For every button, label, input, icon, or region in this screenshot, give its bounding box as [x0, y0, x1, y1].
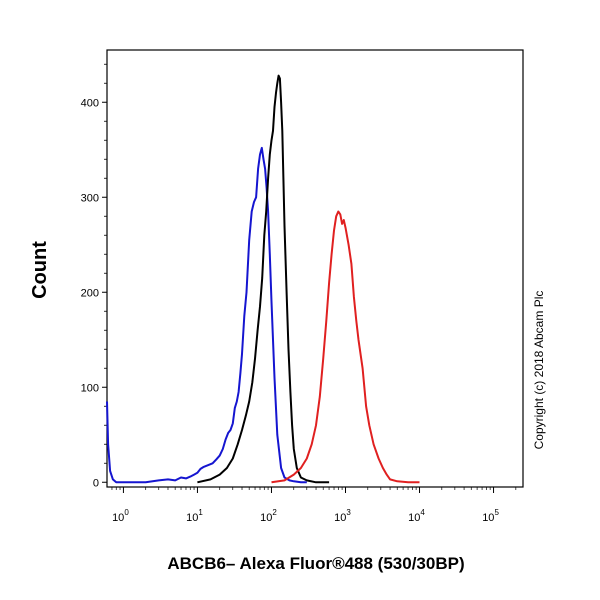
- x-tick-base: 10: [260, 512, 272, 524]
- x-tick-exponent: 0: [124, 508, 129, 517]
- x-tick-label: 101: [186, 508, 203, 524]
- y-axis: 0 100 200 300 400: [81, 63, 107, 489]
- histogram-line-1: [106, 146, 307, 484]
- x-tick-base: 10: [482, 512, 494, 524]
- x-tick-exponent: 3: [346, 508, 351, 517]
- y-tick-label: 200: [81, 287, 99, 299]
- x-tick-label: 100: [112, 508, 129, 524]
- x-tick-exponent: 5: [494, 508, 499, 517]
- x-tick-label: 102: [260, 508, 277, 524]
- y-axis-label: Count: [29, 241, 51, 299]
- x-tick-exponent: 2: [272, 508, 277, 517]
- y-tick-label: 300: [81, 192, 99, 204]
- histogram-line-3: [271, 210, 420, 484]
- x-tick-base: 10: [186, 512, 198, 524]
- x-tick-exponent: 4: [420, 508, 425, 517]
- series-layer: [106, 74, 420, 484]
- y-tick-label: 0: [93, 477, 99, 489]
- y-tick-label: 100: [81, 382, 99, 394]
- plot-frame: [106, 49, 524, 488]
- x-tick-exponent: 1: [198, 508, 203, 517]
- x-axis-label: ABCB6– Alexa Fluor®488 (530/30BP): [167, 554, 464, 573]
- x-tick-base: 10: [334, 512, 346, 524]
- copyright-annotation: Copyright (c) 2018 Abcam Plc: [532, 291, 546, 450]
- y-tick-label: 400: [81, 97, 99, 109]
- histogram-line-2: [197, 74, 330, 484]
- x-tick-label: 103: [334, 508, 351, 524]
- x-tick-base: 10: [408, 512, 420, 524]
- x-tick-label: 105: [482, 508, 499, 524]
- x-tick-base: 10: [112, 512, 124, 524]
- x-tick-label: 104: [408, 508, 425, 524]
- x-axis: 100 101 102 103 104 105: [111, 487, 517, 524]
